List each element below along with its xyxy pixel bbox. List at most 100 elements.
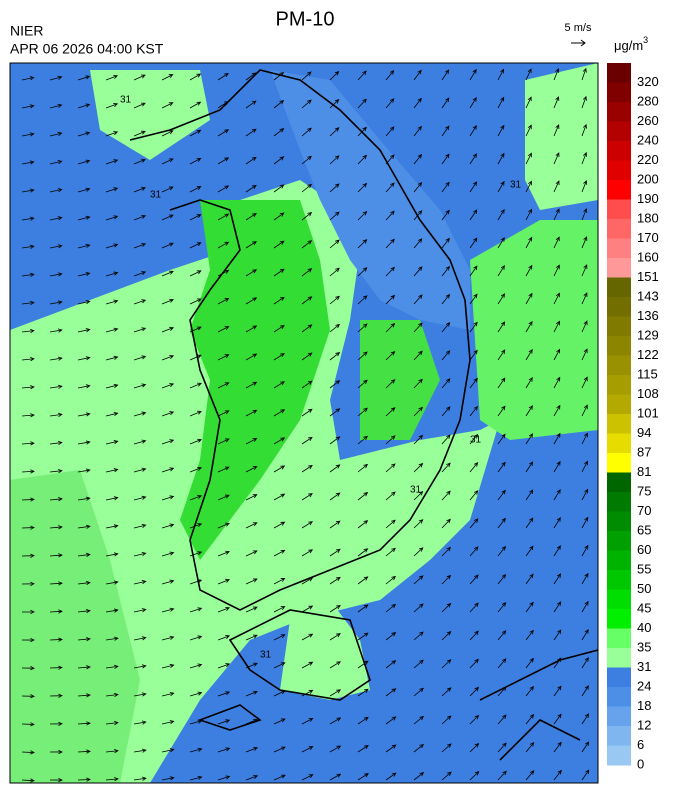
colorbar-segment (607, 414, 631, 434)
wind-arrow (77, 524, 91, 529)
wind-arrow (497, 180, 505, 193)
wind-arrow (21, 385, 35, 390)
wind-arrow (245, 353, 258, 361)
wind-arrow (469, 630, 479, 641)
colorbar-segment (607, 472, 631, 493)
wind-arrow (413, 743, 425, 753)
wind-arrow (441, 743, 452, 753)
east-land-blue (270, 70, 470, 330)
wind-arrow (189, 551, 203, 557)
wind-arrow (441, 631, 452, 641)
wind-arrow (21, 216, 35, 221)
wind-arrow (413, 491, 424, 501)
wind-arrow (21, 750, 35, 755)
wind-arrow (161, 383, 175, 389)
colorbar-label: 260 (637, 113, 659, 128)
wind-arrow (105, 468, 119, 473)
colorbar-label: 24 (637, 678, 651, 693)
wind-arrow (357, 660, 369, 669)
wind-arrow (553, 713, 562, 725)
ne-green-area (525, 63, 598, 210)
wind-arrow (161, 635, 175, 641)
wind-arrow (217, 550, 230, 557)
wind-arrow (161, 186, 174, 193)
wind-arrow (441, 378, 451, 389)
wind-arrow (357, 351, 368, 361)
colorbar-segment (607, 453, 631, 473)
colorbar-label: 87 (637, 444, 651, 459)
wind-arrow (469, 293, 478, 305)
wind-arrow (553, 769, 562, 781)
wind-arrow (77, 356, 91, 361)
wind-arrow (525, 629, 534, 641)
colorbar-segment (607, 726, 631, 746)
wind-arrow (357, 632, 369, 641)
wind-arrow (133, 580, 147, 585)
wind-arrow (385, 126, 395, 137)
wind-arrow (357, 716, 369, 725)
wind-arrow (49, 581, 63, 586)
wind-arrow (105, 131, 119, 137)
wind-arrow (77, 159, 91, 165)
wind-arrow (21, 441, 35, 446)
wind-arrow (161, 298, 174, 305)
wind-arrow (553, 657, 562, 669)
wind-arrow (301, 577, 314, 585)
wind-arrow (441, 574, 452, 585)
wind-arrow (217, 578, 231, 585)
wind-arrow (49, 637, 63, 642)
wind-arrow (469, 321, 478, 333)
wind-arrow (385, 322, 396, 333)
wind-arrow (245, 325, 258, 333)
wind-arrow (133, 608, 147, 613)
wind-arrow (273, 578, 286, 585)
colorbar-segment (607, 433, 631, 454)
wind-arrow (469, 574, 479, 585)
wind-arrow (385, 350, 396, 361)
wind-arrow (273, 100, 285, 109)
wind-arrow (413, 97, 422, 109)
wind-arrow (357, 435, 368, 445)
colorbar-label: 108 (637, 386, 659, 401)
colorbar-segment (607, 628, 631, 649)
wind-arrow (441, 321, 451, 333)
wind-arrow (469, 462, 479, 473)
colorbar-segment (607, 550, 631, 571)
wind-arrow (273, 128, 285, 137)
wind-arrow (217, 522, 230, 529)
wind-arrow (525, 376, 533, 389)
colorbar-segment (607, 609, 631, 629)
wind-arrow (161, 102, 174, 109)
coastlines (129, 69, 598, 761)
wind-arrow (329, 295, 340, 305)
wind-arrow (105, 271, 119, 277)
wind-arrow (133, 271, 147, 277)
wind-arrow (161, 495, 175, 501)
wind-arrow (497, 152, 505, 165)
wind-arrow (329, 605, 341, 613)
wind-arrow (189, 775, 203, 781)
wind-arrow (245, 690, 258, 697)
wind-arrow (581, 208, 588, 221)
wind-arrow (413, 519, 424, 529)
wind-arrow (357, 267, 368, 277)
wind-arrow (329, 464, 341, 473)
wind-arrow (133, 776, 147, 781)
wind-arrow (357, 463, 369, 473)
wind-arrow (497, 630, 507, 641)
wind-arrow (77, 608, 91, 614)
wind-arrow (105, 74, 119, 81)
wind-arrow (329, 689, 342, 697)
wind-arrow (217, 494, 230, 501)
wind-arrow (469, 518, 479, 529)
colorbar-segment (607, 706, 631, 727)
wind-arrow (385, 744, 397, 753)
wind-arrow (525, 742, 535, 753)
wind-arrow (273, 718, 286, 725)
unit: μg/m3 (614, 35, 648, 53)
wind-arrow (441, 490, 451, 501)
wind-arrow (161, 776, 175, 781)
wind-arrow (497, 293, 505, 305)
colorbar-label: 12 (637, 717, 651, 732)
wind-arrow (469, 181, 478, 193)
